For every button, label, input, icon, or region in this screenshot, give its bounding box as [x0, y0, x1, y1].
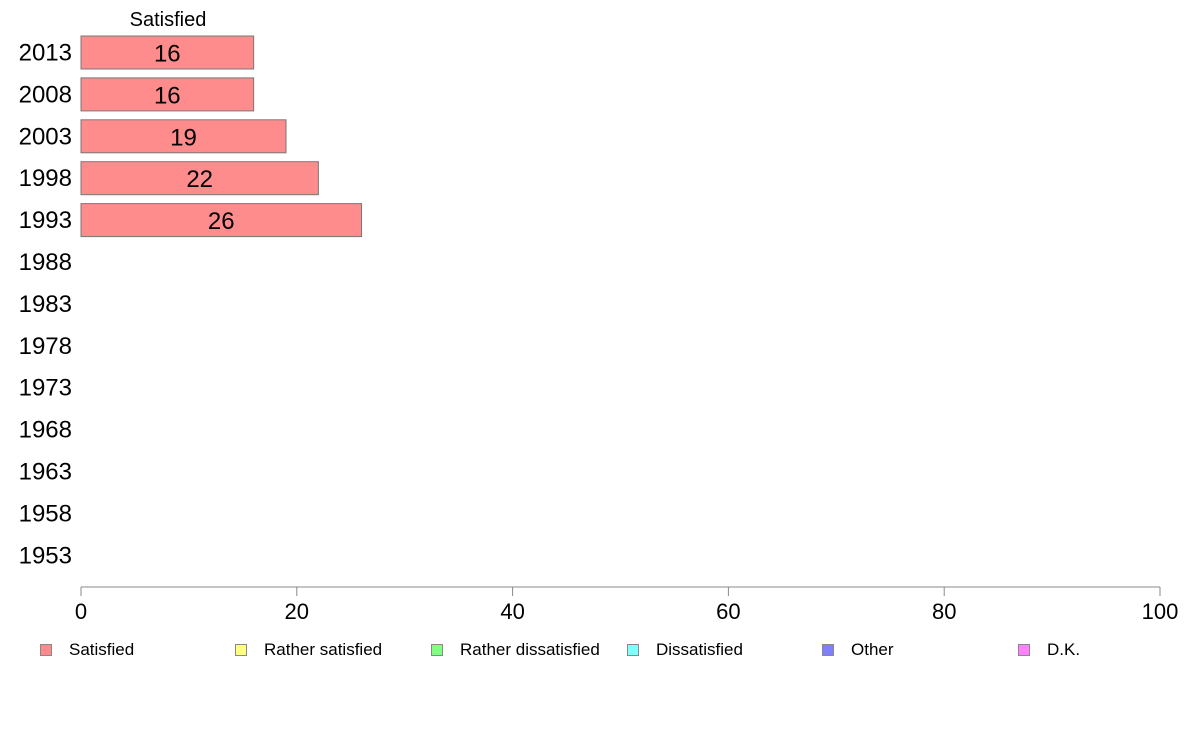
legend-swatch	[40, 644, 52, 656]
legend-item: Satisfied	[40, 638, 134, 662]
legend-item: D.K.	[1018, 638, 1080, 662]
y-tick-label: 1968	[19, 417, 72, 444]
legend-item: Rather dissatisfied	[431, 638, 600, 662]
legend-label: Satisfied	[69, 640, 135, 659]
y-tick-label: 1953	[19, 542, 72, 569]
legend-label: Rather dissatisfied	[460, 640, 600, 659]
bar-satisfied-2013	[80, 35, 255, 70]
y-tick-label: 2003	[19, 123, 72, 150]
data-label: 19	[170, 124, 197, 151]
legend-label: Dissatisfied	[656, 640, 743, 659]
bars-group: 16 16 19 22 26	[80, 35, 363, 238]
data-label: 16	[154, 82, 181, 109]
y-tick-label: 1958	[19, 500, 72, 527]
y-tick-label: 1988	[19, 249, 72, 276]
x-tick-label: 0	[75, 599, 87, 624]
y-tick-label: 1978	[19, 333, 72, 360]
x-tick-label: 80	[932, 599, 956, 624]
y-tick-label: 1993	[19, 207, 72, 234]
legend-swatch	[235, 644, 247, 656]
legend-label: D.K.	[1047, 640, 1081, 659]
bar-satisfied-2003	[80, 119, 287, 154]
y-tick-label: 2013	[19, 40, 72, 67]
y-tick-label: 1973	[19, 375, 72, 402]
legend-item: Other	[822, 638, 894, 662]
bar-satisfied-2008	[80, 77, 255, 112]
y-tick-label: 1983	[19, 291, 72, 318]
x-tick-label: 60	[716, 599, 740, 624]
legend-swatch	[431, 644, 443, 656]
legend-swatch	[1018, 644, 1030, 656]
data-label: 26	[208, 208, 235, 235]
data-label: 16	[154, 41, 181, 68]
x-tick-label: 40	[500, 599, 524, 624]
y-tick-label: 2008	[19, 81, 72, 108]
legend-swatch	[822, 644, 834, 656]
bar-satisfied-1998	[80, 161, 319, 196]
bar-chart: Satisfied 16 16 19 22 26 2013 2008 2003 1998 199…	[19, 9, 1179, 624]
legend-item: Rather satisfied	[235, 638, 382, 662]
legend-label: Other	[851, 640, 894, 659]
legend-label: Rather satisfied	[264, 640, 383, 659]
x-axis: 0 20 40 60 80 100	[75, 586, 1179, 624]
y-tick-label: 1963	[19, 459, 72, 486]
data-label: 22	[186, 166, 213, 193]
legend: Satisfied Rather satisfied Rather dissatis…	[0, 638, 1188, 662]
bar-satisfied-1993	[80, 203, 363, 238]
legend-swatch	[627, 644, 639, 656]
column-header: Satisfied	[130, 9, 207, 31]
y-tick-label: 1998	[19, 165, 72, 192]
x-tick-label: 100	[1142, 599, 1179, 624]
legend-item: Dissatisfied	[627, 638, 743, 662]
y-axis-labels: 2013 2008 2003 1998 1993 1988 1983 1978 1973 1968…	[19, 40, 72, 570]
x-tick-label: 20	[285, 599, 309, 624]
